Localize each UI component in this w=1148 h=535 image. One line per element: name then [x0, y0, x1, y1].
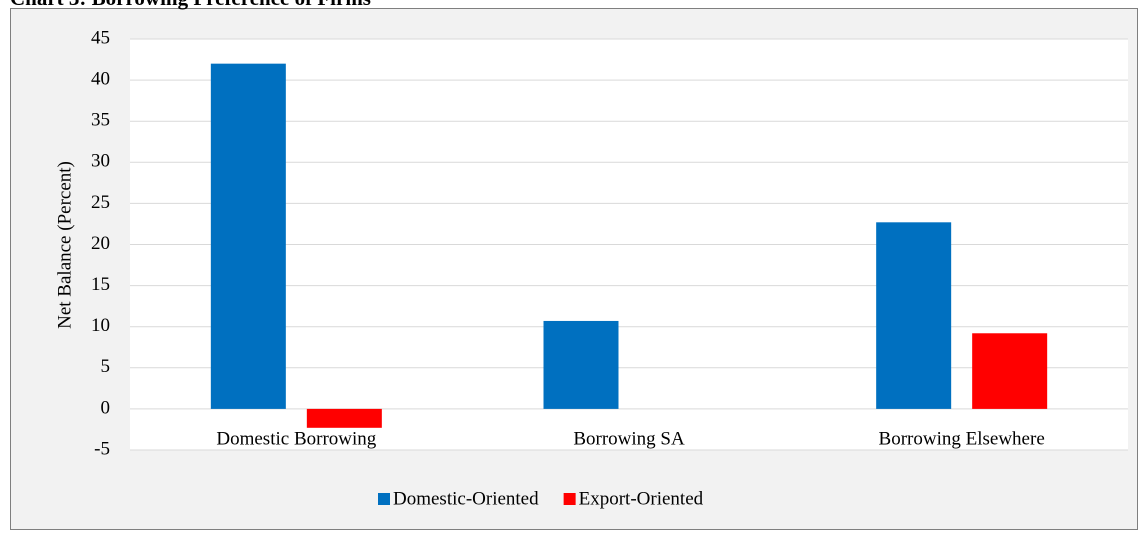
y-axis-label: Net Balance (Percent) [54, 161, 75, 329]
legend-swatch [378, 493, 390, 505]
x-tick-label: Borrowing Elsewhere [879, 428, 1045, 449]
y-tick-label: 5 [101, 356, 111, 377]
y-tick-label: 20 [91, 233, 110, 254]
y-tick-label: 0 [101, 397, 111, 418]
y-tick-label: 30 [91, 151, 110, 172]
bar [306, 408, 382, 428]
bar [972, 333, 1048, 409]
y-tick-label: 25 [91, 192, 110, 213]
bar [876, 222, 952, 409]
x-tick-label: Domestic Borrowing [216, 428, 376, 449]
y-tick-label: -5 [94, 438, 110, 459]
legend-label: Export-Oriented [579, 488, 704, 509]
y-tick-label: 35 [91, 110, 110, 131]
y-tick-label: 10 [91, 315, 110, 336]
bar [543, 320, 619, 409]
legend-swatch [563, 493, 576, 505]
y-tick-label: 40 [91, 68, 110, 89]
legend-label: Domestic-Oriented [393, 488, 539, 509]
x-tick-label: Borrowing SA [573, 428, 685, 449]
bar [210, 63, 286, 409]
y-tick-label: 15 [91, 274, 110, 295]
y-tick-label: 45 [91, 27, 110, 48]
chart-title: Chart 3: Borrowing Preference of Firms [10, 0, 371, 10]
